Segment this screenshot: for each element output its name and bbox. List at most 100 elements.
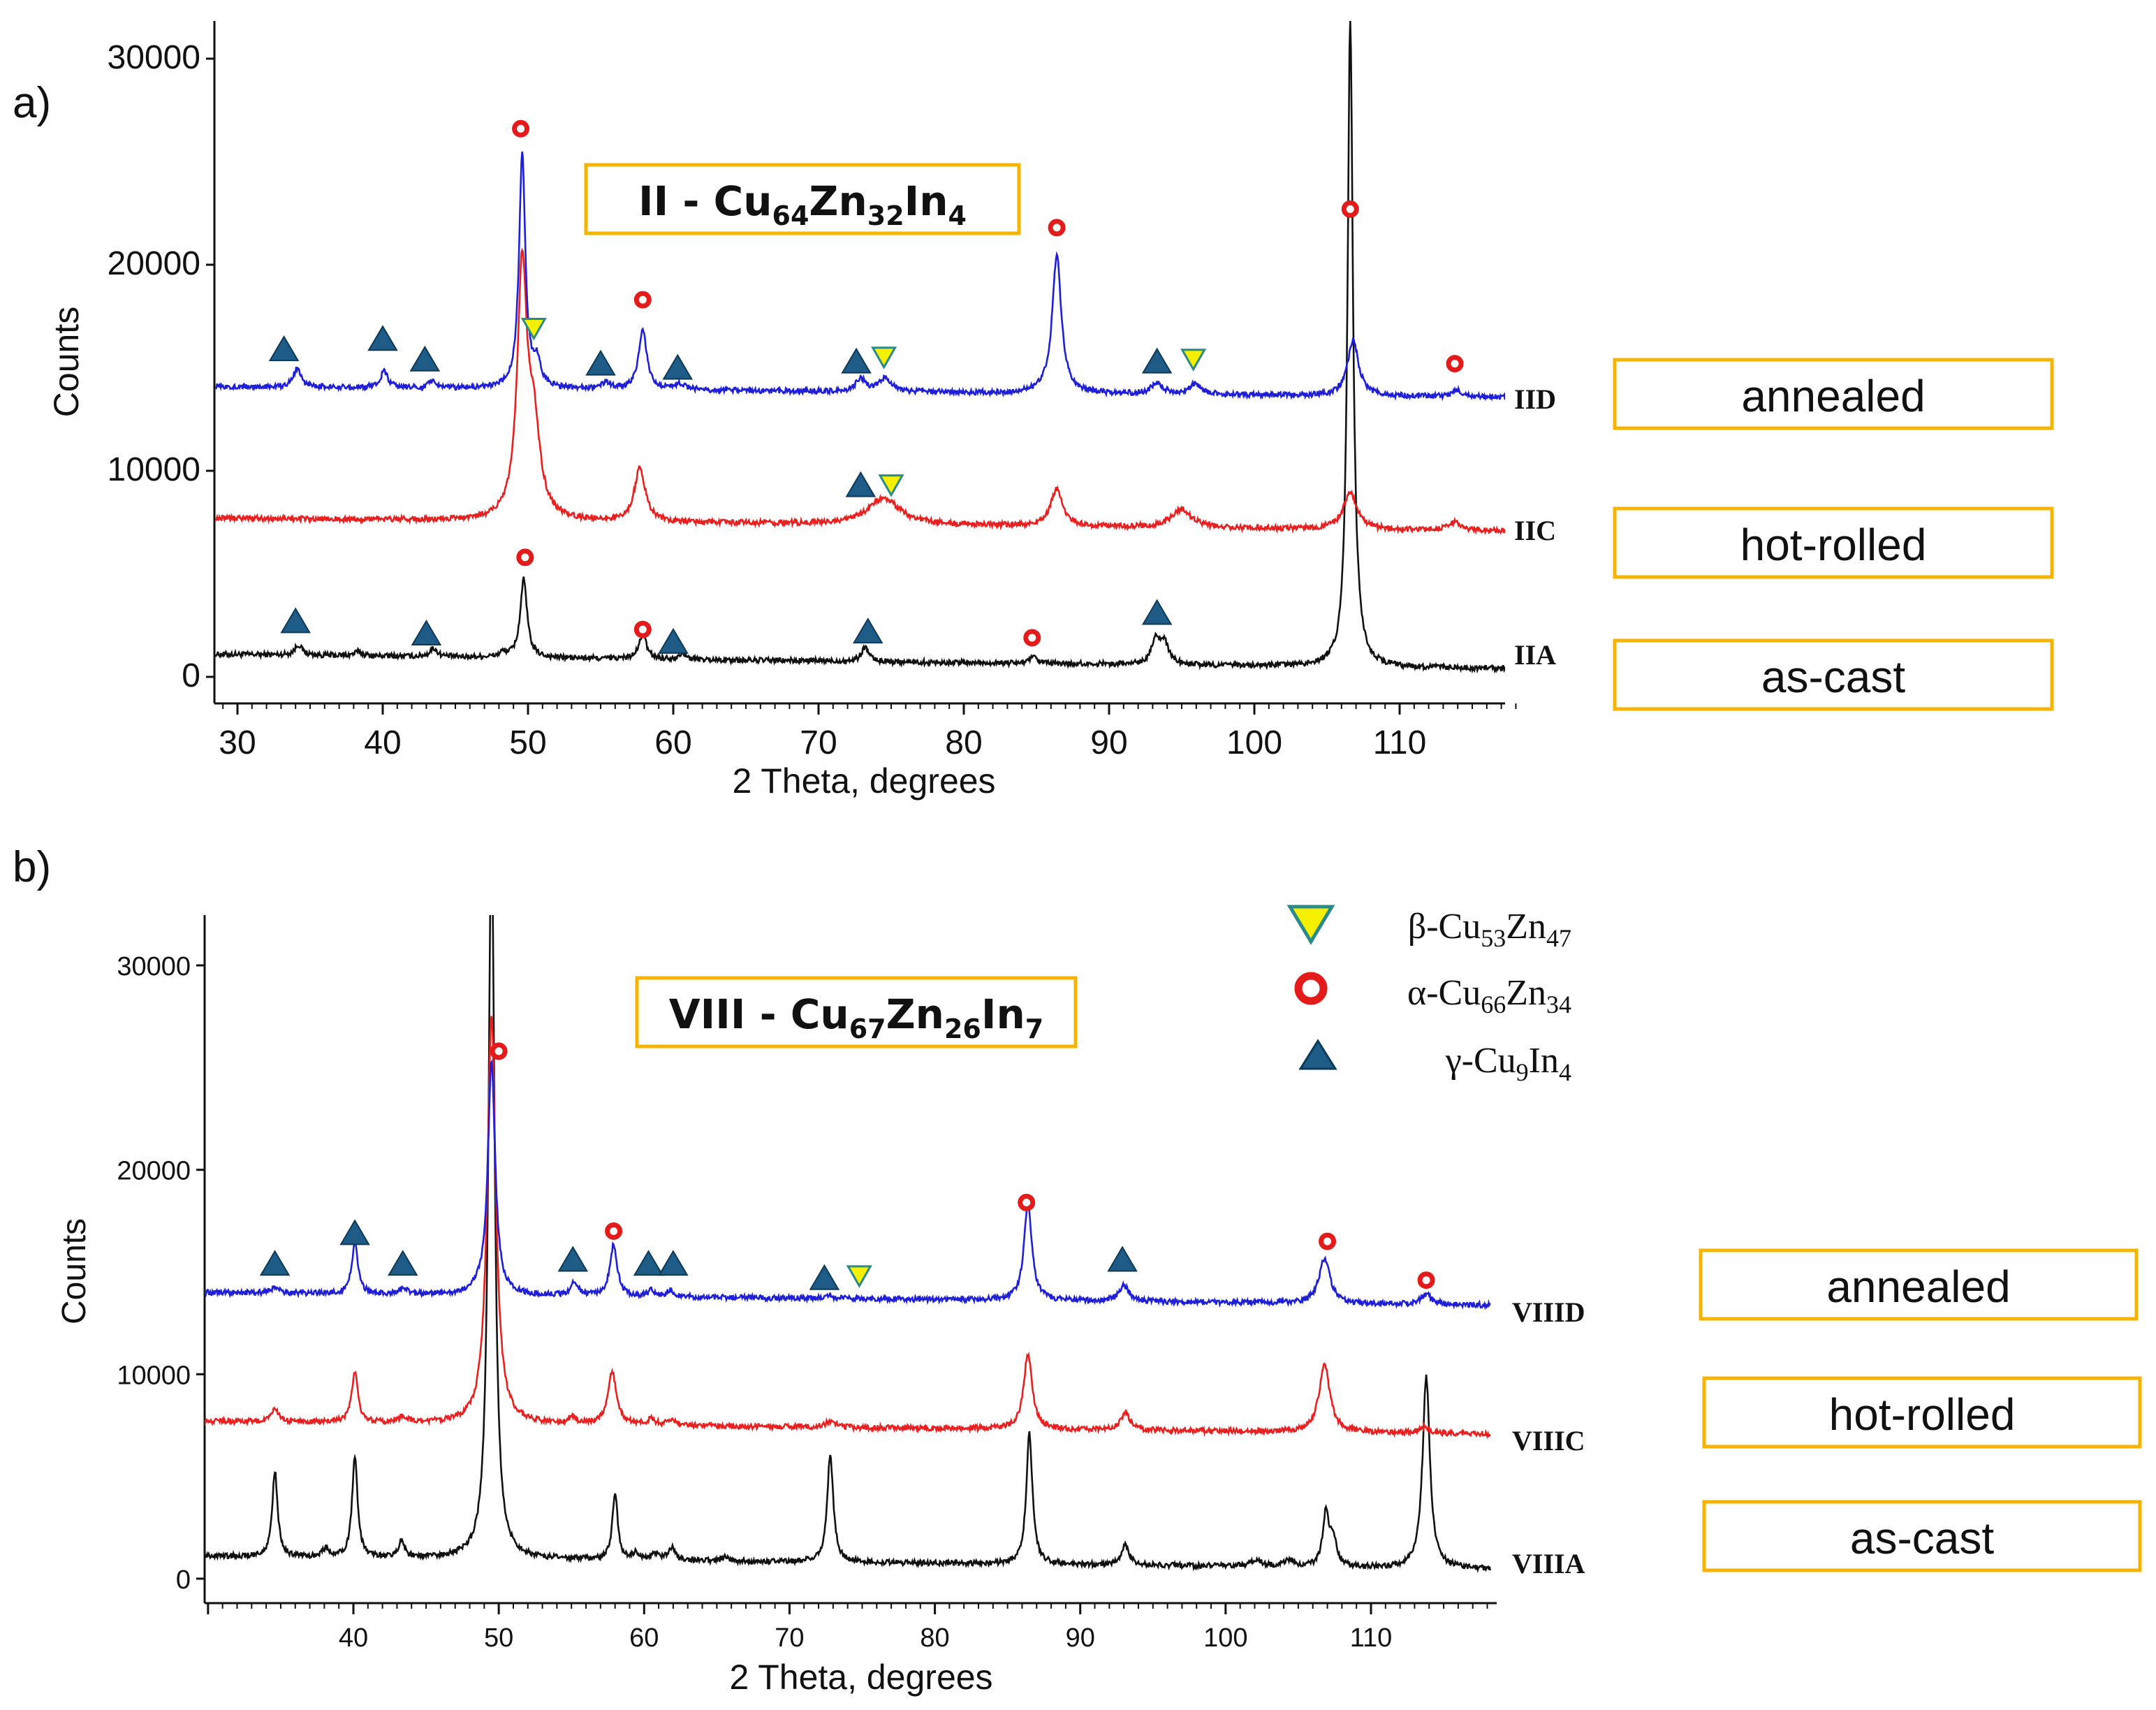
legend-alpha-label: α-Cu66Zn34 <box>1407 973 1571 1018</box>
x-tick-label: 70 <box>800 724 837 761</box>
panel-b-title: VIII - Cu67Zn26In7 <box>669 991 1043 1044</box>
gamma-phase-marker <box>658 627 689 654</box>
gamma-phase-marker <box>1141 599 1173 625</box>
gamma-phase-marker <box>259 1250 291 1276</box>
panel-b-x-axis: 40 50 60 70 80 90 100 110 <box>207 1603 1488 1653</box>
x-tick-label: 40 <box>364 724 401 761</box>
y-tick-label: 20000 <box>117 1157 191 1186</box>
gamma-phase-marker <box>841 347 872 374</box>
legend: β-Cu53Zn47 α-Cu66Zn34 γ-Cu9In4 <box>1286 905 1571 1086</box>
series-line-viiid <box>205 1059 1491 1310</box>
y-tick-label: 0 <box>182 657 200 694</box>
x-tick-label: 70 <box>775 1623 804 1653</box>
y-tick-label: 30000 <box>117 952 191 981</box>
panel-b-ylabel: Counts <box>56 1218 93 1324</box>
y-tick-label: 10000 <box>108 451 200 488</box>
condition-label-annealed-a: annealed <box>1741 371 1925 421</box>
gamma-phase-marker <box>633 1250 664 1276</box>
alpha-phase-marker <box>490 1042 508 1060</box>
y-tick-label: 10000 <box>117 1361 191 1390</box>
condition-box-annealed-b <box>1699 1248 2139 1321</box>
panel-a-title: II - Cu64Zn32In4 <box>638 177 967 231</box>
gamma-phase-marker <box>280 607 311 634</box>
series-label-iic: IIC <box>1514 515 1556 546</box>
gamma-phase-marker <box>809 1264 840 1290</box>
panel-a-phase-markers <box>268 119 1464 654</box>
panel-a-label: a) <box>13 79 51 127</box>
panel-a-x-axis: 30 40 50 60 70 80 90 100 110 <box>219 703 1517 761</box>
series-line-iia <box>214 21 1505 674</box>
condition-box-hot-rolled-b <box>1702 1376 2142 1449</box>
gamma-phase-marker <box>585 349 616 376</box>
gamma-phase-marker <box>662 353 693 380</box>
x-tick-label: 50 <box>484 1623 513 1653</box>
condition-label-as-cast-b: as-cast <box>1850 1513 1995 1563</box>
x-tick-label: 90 <box>1066 1623 1095 1653</box>
alpha-phase-marker <box>633 291 652 309</box>
alpha-phase-marker <box>1446 355 1464 373</box>
condition-box-as-cast-b <box>1702 1500 2142 1572</box>
gamma-phase-marker <box>1141 347 1173 374</box>
y-tick-label: 30000 <box>108 39 200 76</box>
x-tick-label: 100 <box>1226 724 1282 761</box>
panel-a-title-box <box>584 163 1021 235</box>
series-label-viiia: VIIIA <box>1512 1548 1585 1579</box>
panel-b-title-box <box>635 976 1078 1048</box>
alpha-phase-marker <box>512 119 530 138</box>
alpha-phase-marker <box>516 548 534 567</box>
gamma-phase-marker <box>411 620 442 646</box>
gamma-phase-marker <box>339 1219 370 1245</box>
beta-phase-marker <box>878 474 904 497</box>
gamma-phase-marker <box>1107 1245 1138 1272</box>
x-tick-label: 90 <box>1090 724 1127 761</box>
panel-b-phase-markers <box>259 1042 1435 1290</box>
alpha-phase-marker <box>1048 219 1066 237</box>
condition-box-hot-rolled-a <box>1613 506 2054 579</box>
x-tick-label: 30 <box>219 724 256 761</box>
x-tick-label: 60 <box>629 1623 659 1653</box>
alpha-phase-marker <box>1341 200 1359 218</box>
panel-a-series <box>214 21 1505 674</box>
series-label-viiid: VIIID <box>1512 1296 1585 1328</box>
condition-box-as-cast-a <box>1613 638 2054 711</box>
series-line-iid <box>214 151 1505 402</box>
x-tick-label: 80 <box>920 1623 949 1653</box>
gamma-phase-marker <box>367 325 398 351</box>
gamma-phase-marker <box>845 471 877 497</box>
panel-a-ylabel: Counts <box>47 307 86 417</box>
series-line-viiic <box>205 1016 1491 1440</box>
legend-gamma-label: γ-Cu9In4 <box>1445 1041 1571 1086</box>
gamma-phase-marker <box>658 1250 689 1276</box>
series-label-iid: IID <box>1514 383 1556 415</box>
gamma-phase-marker <box>557 1245 589 1272</box>
y-tick-label: 0 <box>176 1565 191 1595</box>
gamma-phase-marker <box>388 1250 418 1276</box>
condition-label-hot-rolled-b: hot-rolled <box>1829 1389 2016 1440</box>
condition-box-annealed-a <box>1613 358 2054 430</box>
series-line-viiia <box>205 915 1491 1574</box>
alpha-phase-marker <box>1319 1232 1337 1250</box>
x-tick-label: 110 <box>1373 724 1427 761</box>
x-tick-label: 110 <box>1350 1623 1393 1653</box>
panel-a-y-axis: 0 10000 20000 30000 <box>108 39 214 694</box>
beta-phase-marker <box>1180 349 1207 372</box>
beta-phase-marker <box>846 1265 872 1288</box>
x-tick-label: 50 <box>509 724 546 761</box>
gamma-phase-marker <box>852 618 883 644</box>
series-label-viiic: VIIIC <box>1512 1425 1585 1456</box>
alpha-phase-marker <box>633 620 652 638</box>
panel-b-xlabel: 2 Theta, degrees <box>729 1658 992 1697</box>
x-tick-label: 100 <box>1203 1623 1247 1653</box>
alpha-phase-marker <box>1023 629 1041 647</box>
panel-b-y-axis: 0 10000 20000 30000 <box>117 952 205 1595</box>
panel-a-xlabel: 2 Theta, degrees <box>732 761 995 801</box>
gamma-phase-marker <box>409 345 441 372</box>
x-tick-label: 80 <box>945 724 982 761</box>
legend-beta-label: β-Cu53Zn47 <box>1408 907 1571 952</box>
series-label-iia: IIA <box>1514 639 1556 671</box>
panel-b: b) 0 10000 20000 30000 40 50 60 70 80 90 100 110 C… <box>13 843 2142 1697</box>
condition-label-as-cast-a: as-cast <box>1761 652 1906 702</box>
beta-phase-marker <box>520 317 547 341</box>
condition-label-annealed-b: annealed <box>1826 1262 2010 1312</box>
